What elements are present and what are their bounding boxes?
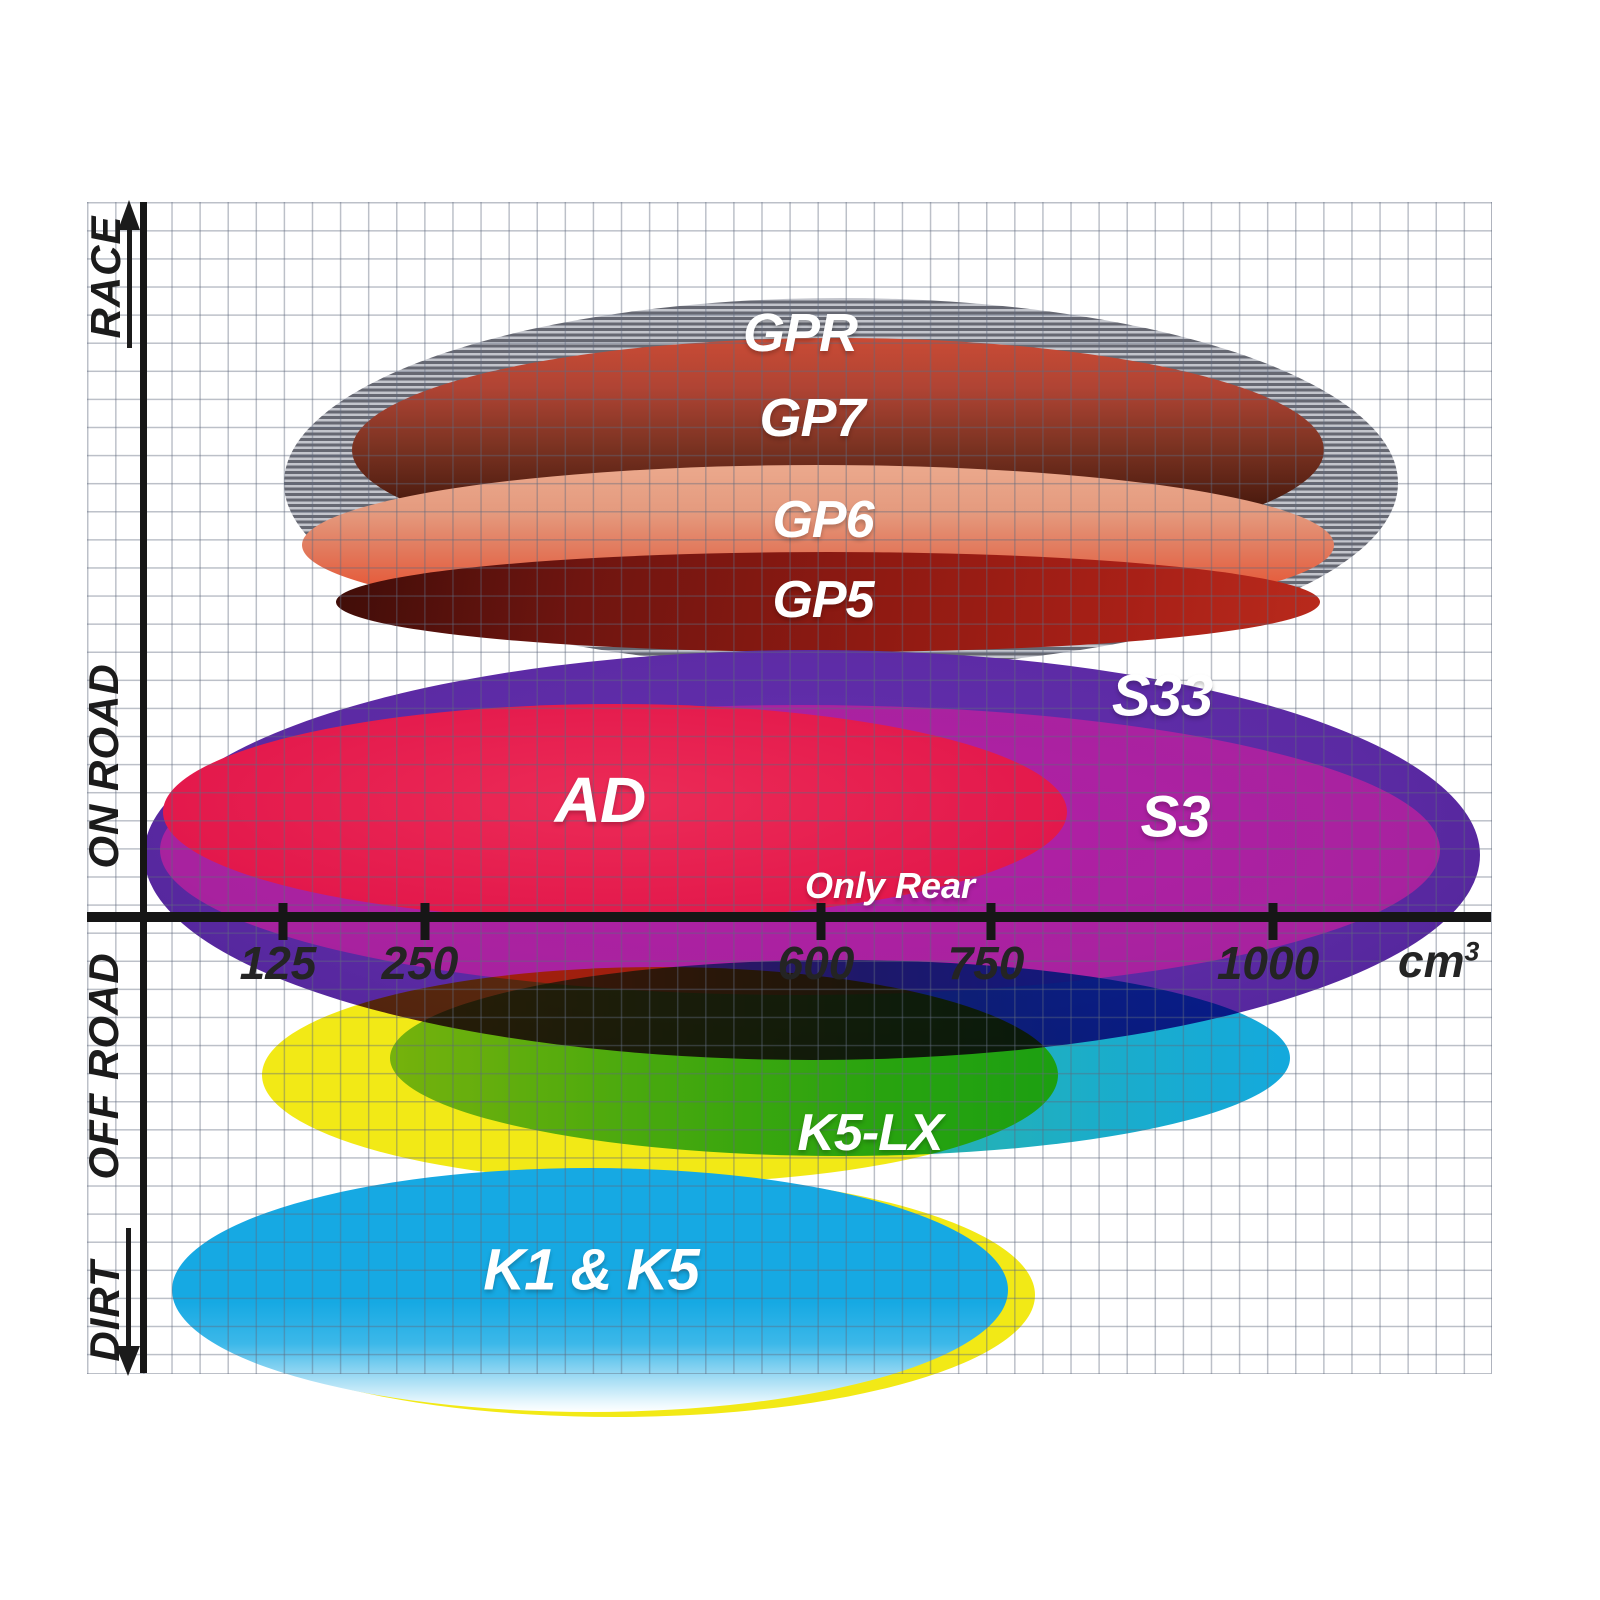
region-gpr-label: GPR [742,303,858,363]
y-category-race: RACE [82,215,129,339]
y-category-off-road: OFF ROAD [80,952,127,1180]
region-s33-label: S33 [1111,663,1213,729]
region-ad-ellipse [163,704,1067,920]
y-axis-line [140,202,147,1373]
x-tick-label-125: 125 [239,937,317,989]
region-gp7-label: GP7 [759,388,865,448]
region-ad-label: AD [554,764,646,836]
region-k1k5-label: K1 & K5 [483,1237,699,1303]
dirt-arrow-line [126,1228,131,1348]
region-gp5-label: GP5 [772,571,874,629]
region-k5lx-ellipse [390,960,1290,1156]
x-tick-label-600: 600 [777,937,855,989]
region-k1k5-ellipse [172,1168,1008,1412]
x-tick-label-1000: 1000 [1216,937,1320,989]
race-arrow-up-icon [118,200,140,230]
y-category-on-road: ON ROAD [80,663,127,869]
region-ad-note-label: Only Rear [804,865,976,906]
region-gp5-ellipse [336,552,1320,652]
dirt-arrow-down-icon [116,1346,140,1376]
x-tick-label-250: 250 [381,937,459,989]
x-tick-250 [420,903,430,940]
region-s3-label: S3 [1140,784,1211,850]
x-tick-1000 [1268,903,1278,940]
race-arrow-line [127,230,132,348]
x-tick-600 [816,903,826,940]
region-k5lx-label: K5-LX [797,1104,943,1162]
x-axis-line [87,912,1491,922]
x-axis-unit-exponent: 3 [1464,936,1480,967]
grid-overlay [87,202,1492,1374]
x-tick-label-750: 750 [947,937,1025,989]
x-axis-unit-label: cm3 [1398,934,1479,988]
region-gp6-label: GP6 [772,491,874,549]
x-axis-unit-base: cm [1398,935,1465,987]
x-tick-750 [986,903,996,940]
x-tick-125 [278,903,288,940]
